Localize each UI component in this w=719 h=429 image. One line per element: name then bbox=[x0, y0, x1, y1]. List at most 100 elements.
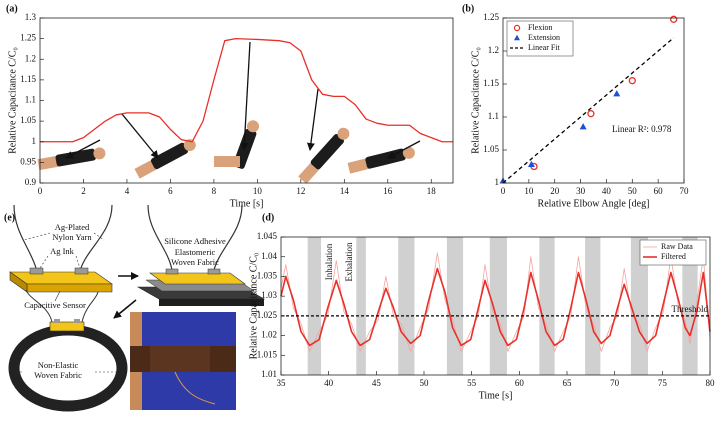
y-tick-label: 1.25 bbox=[20, 33, 36, 43]
y-tick-label: 1.3 bbox=[25, 12, 37, 22]
legend-label: Raw Data bbox=[661, 242, 693, 251]
diagram-label: Capacitive Sensor bbox=[24, 300, 86, 310]
y-tick-label: 1.05 bbox=[20, 115, 36, 125]
x-tick-label: 10 bbox=[253, 186, 263, 196]
x-tick-label: 0 bbox=[38, 186, 43, 196]
shaded-band bbox=[356, 237, 366, 375]
y-tick-label: 1.05 bbox=[483, 144, 499, 154]
y-tick-label: 1.25 bbox=[483, 12, 499, 22]
panel-label: (b) bbox=[462, 3, 474, 14]
x-tick-label: 4 bbox=[125, 186, 130, 196]
x-tick-label: 8 bbox=[212, 186, 217, 196]
shaded-band bbox=[682, 237, 698, 375]
legend-label: Filtered bbox=[661, 252, 686, 261]
legend-label: Extension bbox=[528, 33, 560, 42]
x-tick-label: 70 bbox=[680, 186, 690, 196]
threshold-label: Threshold bbox=[672, 304, 709, 314]
y-tick-label: 1.2 bbox=[488, 45, 499, 55]
legend-box bbox=[639, 239, 707, 266]
y-tick-label: 1.035 bbox=[257, 270, 278, 280]
shaded-band bbox=[585, 237, 601, 375]
y-axis-label: Relative Capacitance C/C₀ bbox=[7, 47, 18, 154]
legend-symbol bbox=[513, 24, 521, 32]
panel-label: (d) bbox=[262, 212, 274, 223]
x-axis-label: Time [s] bbox=[479, 390, 513, 401]
chart: 0 10 20 30 40 50 60 70 1 1.05 1.1 1.15 1.2 1.25 Relati… bbox=[470, 12, 689, 209]
y-tick-label: 1 bbox=[32, 136, 37, 146]
point bbox=[579, 123, 587, 130]
x-tick-label: 50 bbox=[628, 186, 638, 196]
diagram-label: Nylon Yarn bbox=[52, 232, 92, 242]
shaded-band bbox=[446, 237, 464, 375]
phase-annotation: Inhalation bbox=[324, 243, 334, 280]
point bbox=[628, 77, 636, 85]
x-tick-label: 18 bbox=[427, 186, 437, 196]
fit-line bbox=[502, 37, 675, 184]
plot-frame bbox=[502, 17, 685, 184]
x-tick-label: 60 bbox=[654, 186, 664, 196]
diagram-label: Woven Fabric bbox=[34, 370, 82, 380]
y-tick-label: 1.2 bbox=[25, 53, 36, 63]
x-tick-label: 60 bbox=[515, 378, 525, 388]
x-tick-label: 10 bbox=[524, 186, 534, 196]
upper-arm bbox=[214, 156, 240, 167]
y-tick-label: 1.045 bbox=[257, 231, 278, 241]
x-axis-label: Time [s] bbox=[230, 198, 264, 209]
fabrication-diagram bbox=[8, 204, 266, 412]
legend-label: Linear Fit bbox=[528, 43, 561, 52]
legend-symbol bbox=[514, 34, 520, 41]
y-tick-label: 0.9 bbox=[25, 177, 37, 187]
point bbox=[670, 15, 678, 23]
x-tick-label: 6 bbox=[168, 186, 173, 196]
point bbox=[587, 110, 595, 118]
x-tick-label: 2 bbox=[81, 186, 86, 196]
y-axis-label: Relative Capacitance C/C₀ bbox=[470, 47, 481, 154]
x-tick-label: 0 bbox=[501, 186, 506, 196]
y-tick-label: 0.95 bbox=[20, 156, 36, 166]
data-line bbox=[40, 37, 453, 143]
diagram-label: Silicone Adhesive bbox=[164, 236, 226, 246]
point bbox=[527, 160, 535, 168]
legend-label: Flexion bbox=[528, 23, 552, 32]
x-tick-label: 70 bbox=[610, 378, 620, 388]
diagram-label: Woven Fabric bbox=[171, 257, 219, 267]
diagram-label: Ag Ink bbox=[50, 246, 75, 256]
y-tick-label: 1.1 bbox=[25, 95, 36, 105]
diagram-label: Ag-Plated bbox=[55, 222, 90, 232]
x-axis-label: Relative Elbow Angle [deg] bbox=[538, 198, 650, 209]
point bbox=[613, 90, 621, 97]
plot-frame bbox=[280, 236, 711, 376]
y-tick-label: 1.03 bbox=[261, 290, 277, 300]
y-tick-label: 1.04 bbox=[261, 251, 277, 261]
diagram-label: Non-Elastic bbox=[38, 360, 79, 370]
x-tick-label: 45 bbox=[372, 378, 382, 388]
phase-annotation: Exhalation bbox=[344, 242, 354, 281]
fit-annotation: Linear R²: 0.978 bbox=[612, 124, 672, 134]
panel-label: (a) bbox=[6, 3, 18, 14]
y-tick-label: 1.15 bbox=[483, 78, 499, 88]
y-tick-label: 1.1 bbox=[488, 111, 499, 121]
y-tick-label: 1.015 bbox=[257, 349, 278, 359]
shaded-band bbox=[539, 237, 555, 375]
y-tick-label: 1.02 bbox=[261, 330, 277, 340]
shaded-band bbox=[398, 237, 415, 375]
y-tick-label: 1 bbox=[495, 177, 500, 187]
panel-label: (e) bbox=[4, 212, 15, 223]
x-tick-label: 12 bbox=[296, 186, 305, 196]
shaded-band bbox=[307, 237, 322, 375]
y-tick-label: 1.025 bbox=[257, 310, 278, 320]
x-tick-label: 20 bbox=[550, 186, 560, 196]
chart: Threshold 35 40 45 50 55 60 65 70 75 80 1.01 1.015 1.… bbox=[248, 231, 715, 401]
y-tick-label: 1.01 bbox=[261, 369, 277, 379]
shaded-band bbox=[489, 237, 507, 375]
data-line bbox=[280, 267, 711, 347]
y-tick-label: 1.15 bbox=[20, 74, 36, 84]
x-tick-label: 55 bbox=[467, 378, 477, 388]
x-tick-label: 80 bbox=[706, 378, 716, 388]
x-tick-label: 50 bbox=[420, 378, 430, 388]
chart: 0 2 4 6 8 10 12 14 16 18 0.9 0.95 1 1.05 1.1 1.15 1.2 1.2… bbox=[7, 12, 454, 209]
y-axis-label: Relative Capacitance C/C₀ bbox=[248, 252, 259, 359]
x-tick-label: 40 bbox=[602, 186, 612, 196]
x-tick-label: 30 bbox=[576, 186, 586, 196]
